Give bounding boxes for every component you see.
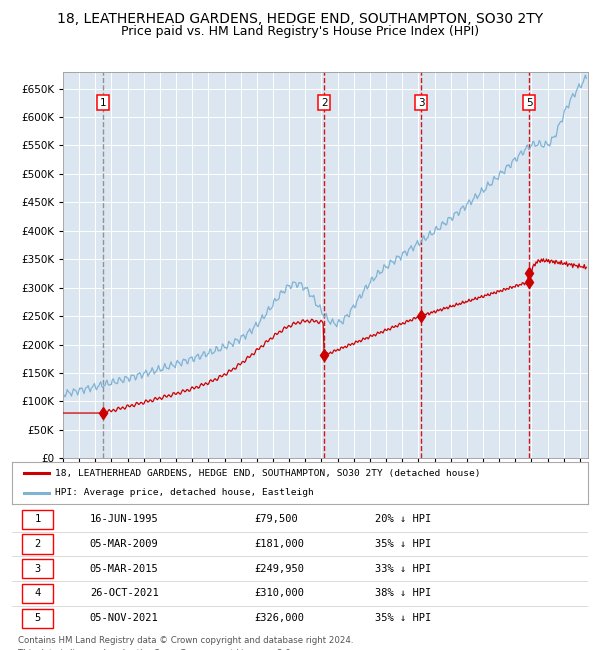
Text: 33% ↓ HPI: 33% ↓ HPI [375,564,431,574]
Text: £326,000: £326,000 [254,613,304,623]
Text: 05-MAR-2009: 05-MAR-2009 [90,539,158,549]
Text: 5: 5 [34,613,40,623]
Text: 16-JUN-1995: 16-JUN-1995 [90,514,158,525]
FancyBboxPatch shape [22,559,53,578]
Text: 20% ↓ HPI: 20% ↓ HPI [375,514,431,525]
Text: HPI: Average price, detached house, Eastleigh: HPI: Average price, detached house, East… [55,488,314,497]
Text: 4: 4 [34,588,40,599]
Text: 26-OCT-2021: 26-OCT-2021 [90,588,158,599]
FancyBboxPatch shape [22,584,53,603]
FancyBboxPatch shape [22,534,53,554]
Text: 38% ↓ HPI: 38% ↓ HPI [375,588,431,599]
Text: Price paid vs. HM Land Registry's House Price Index (HPI): Price paid vs. HM Land Registry's House … [121,25,479,38]
Text: Contains HM Land Registry data © Crown copyright and database right 2024.: Contains HM Land Registry data © Crown c… [18,636,353,645]
Text: This data is licensed under the Open Government Licence v3.0.: This data is licensed under the Open Gov… [18,649,293,650]
Text: 3: 3 [34,564,40,574]
Text: 05-MAR-2015: 05-MAR-2015 [90,564,158,574]
Text: 2: 2 [34,539,40,549]
FancyBboxPatch shape [22,608,53,628]
Text: £79,500: £79,500 [254,514,298,525]
Text: £181,000: £181,000 [254,539,304,549]
FancyBboxPatch shape [22,510,53,529]
Text: 35% ↓ HPI: 35% ↓ HPI [375,539,431,549]
Text: 1: 1 [34,514,40,525]
Text: 05-NOV-2021: 05-NOV-2021 [90,613,158,623]
Text: £249,950: £249,950 [254,564,304,574]
Text: 18, LEATHERHEAD GARDENS, HEDGE END, SOUTHAMPTON, SO30 2TY: 18, LEATHERHEAD GARDENS, HEDGE END, SOUT… [57,12,543,26]
Text: 2: 2 [321,98,328,108]
Text: 35% ↓ HPI: 35% ↓ HPI [375,613,431,623]
Text: 18, LEATHERHEAD GARDENS, HEDGE END, SOUTHAMPTON, SO30 2TY (detached house): 18, LEATHERHEAD GARDENS, HEDGE END, SOUT… [55,469,481,478]
Text: 1: 1 [100,98,106,108]
Text: £310,000: £310,000 [254,588,304,599]
Text: 3: 3 [418,98,424,108]
Text: 5: 5 [526,98,532,108]
